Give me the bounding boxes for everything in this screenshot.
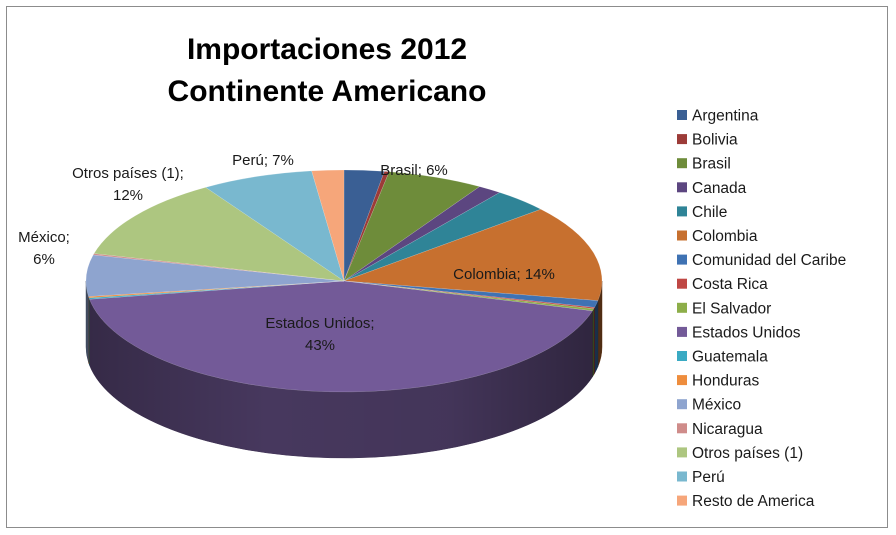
legend-item-mexico: México [677, 397, 741, 414]
pie-labels: Brasil; 6% Colombia; 14% Estados Unidos; 43… [18, 152, 555, 354]
chart-title: Importaciones 2012 Continente Americano [168, 33, 487, 108]
legend-item-peru: Perú [677, 469, 725, 486]
legend-label-guatemala: Guatemala [692, 349, 768, 366]
legend-label-mexico: México [692, 397, 741, 414]
legend-label-comunidad-del-caribe: Comunidad del Caribe [692, 252, 846, 269]
pie-slice-canada [343, 186, 501, 282]
chart-title-line-1: Importaciones 2012 [187, 33, 467, 66]
data-label-mexico: México; 6% [18, 229, 70, 268]
legend-label-argentina: Argentina [692, 108, 759, 125]
legend-swatch-peru [677, 471, 687, 482]
legend-item-comunidad-del-caribe: Comunidad del Caribe [677, 252, 846, 269]
legend-label-costa-rica: Costa Rica [692, 276, 768, 293]
legend-swatch-mexico [677, 399, 687, 410]
legend-swatch-honduras [677, 375, 687, 386]
legend-swatch-guatemala [677, 351, 687, 361]
pie-sides [85, 280, 603, 459]
legend-label-estados-unidos: Estados Unidos [692, 324, 801, 341]
chart-frame: Importaciones 2012 Continente Americano … [6, 6, 888, 528]
legend-item-otros-paises-1: Otros países (1) [677, 445, 803, 462]
legend-swatch-el-salvador [677, 302, 687, 313]
legend-label-nicaragua: Nicaragua [692, 421, 763, 438]
pie-slice-resto-de-america [311, 169, 345, 282]
pie-slice-honduras [88, 280, 345, 299]
legend-label-canada: Canada [692, 180, 747, 197]
legend-item-resto-de-america: Resto de America [677, 493, 815, 510]
pie-slice-otros-paises-1 [93, 187, 345, 282]
legend-swatch-comunidad-del-caribe [677, 254, 687, 265]
legend-label-peru: Perú [692, 469, 725, 486]
legend-item-costa-rica: Costa Rica [677, 276, 768, 293]
legend: Argentina Bolivia Brasil Canada Chile Colombi… [677, 108, 846, 510]
legend-label-brasil: Brasil [692, 156, 731, 173]
pie-slice-bolivia [343, 171, 390, 282]
data-label-colombia: Colombia; 14% [453, 266, 555, 283]
legend-swatch-argentina [677, 110, 687, 120]
legend-item-brasil: Brasil [677, 156, 731, 173]
legend-swatch-estados-unidos [677, 326, 687, 337]
chart-title-line-2: Continente Americano [168, 75, 487, 108]
legend-swatch-nicaragua [677, 423, 687, 434]
legend-swatch-chile [677, 206, 687, 217]
legend-swatch-costa-rica [677, 278, 687, 289]
legend-swatch-resto-de-america [677, 495, 687, 506]
legend-item-estados-unidos: Estados Unidos [677, 324, 801, 341]
data-label-estados-unidos: Estados Unidos; 43% [265, 315, 374, 354]
legend-item-canada: Canada [677, 180, 747, 197]
legend-label-chile: Chile [692, 204, 727, 221]
pie-slice-costa-rica [343, 280, 595, 310]
legend-swatch-canada [677, 182, 687, 193]
pie-slice-mexico [85, 254, 345, 297]
legend-label-resto-de-america: Resto de America [692, 493, 815, 510]
pie-slice-peru [205, 170, 345, 282]
legend-label-el-salvador: El Salvador [692, 300, 771, 317]
data-label-brasil: Brasil; 6% [380, 162, 448, 179]
pie-slice-brasil [343, 171, 481, 282]
legend-label-otros-paises-1: Otros países (1) [692, 445, 803, 462]
legend-swatch-bolivia [677, 134, 687, 145]
pie-slice-estados-unidos [89, 280, 593, 393]
legend-swatch-colombia [677, 230, 687, 241]
pie-slice-chile [343, 192, 542, 282]
pie-slice-guatemala [88, 280, 345, 300]
legend-item-bolivia: Bolivia [677, 132, 738, 149]
legend-item-el-salvador: El Salvador [677, 300, 771, 317]
pie-slice-argentina [343, 169, 385, 282]
data-label-peru: Perú; 7% [232, 152, 294, 169]
pie-side-shading [86, 281, 602, 458]
legend-item-nicaragua: Nicaragua [677, 421, 763, 438]
pie-chart: Importaciones 2012 Continente Americano … [18, 33, 846, 510]
legend-swatch-otros-paises-1 [677, 447, 687, 458]
legend-item-colombia: Colombia [677, 228, 758, 245]
pie-slice-comunidad-del-caribe [343, 280, 599, 308]
legend-item-argentina: Argentina [677, 108, 759, 125]
pie-slice-nicaragua [92, 253, 345, 282]
data-label-otros-paises-1: Otros países (1); 12% [72, 165, 184, 204]
pie-slice-colombia [343, 209, 603, 301]
legend-item-guatemala: Guatemala [677, 349, 768, 366]
pie-slice-el-salvador [343, 280, 595, 312]
legend-swatch-brasil [677, 158, 687, 169]
legend-item-chile: Chile [677, 204, 727, 221]
legend-label-bolivia: Bolivia [692, 132, 738, 149]
legend-label-honduras: Honduras [692, 373, 759, 390]
pie-top [85, 169, 603, 393]
legend-label-colombia: Colombia [692, 228, 758, 245]
legend-item-honduras: Honduras [677, 373, 759, 390]
